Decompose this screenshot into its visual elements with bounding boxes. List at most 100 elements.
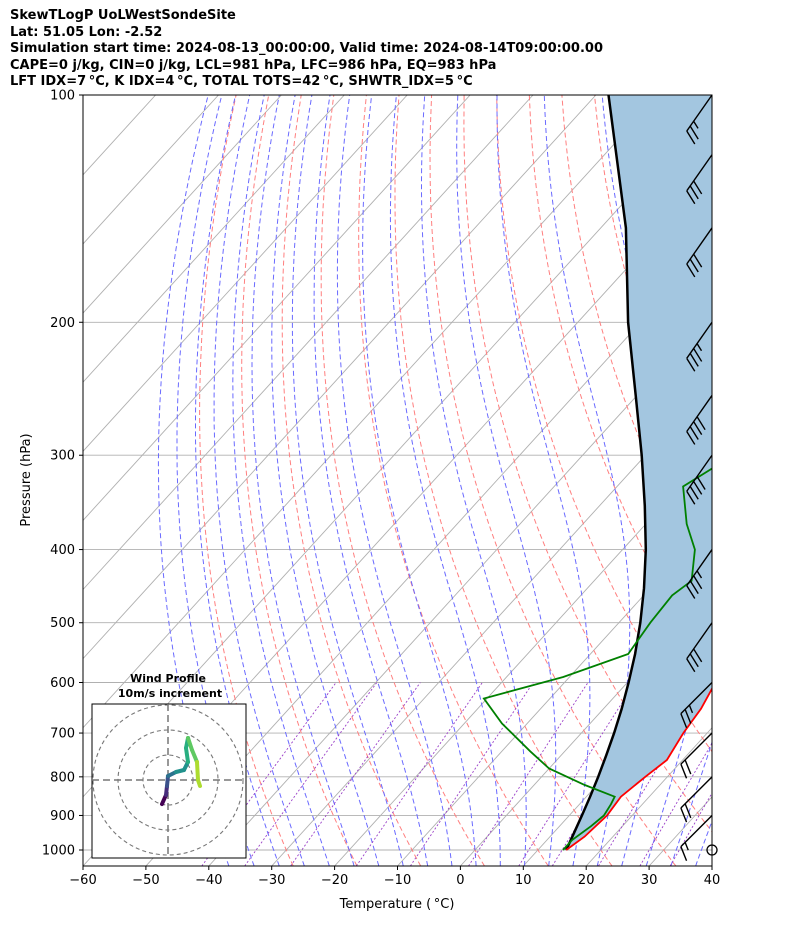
mixing-ratio-line (244, 682, 378, 866)
y-tick-label: 1000 (42, 844, 75, 859)
wind-barb-flag (693, 120, 699, 129)
mixing-ratio-line (355, 682, 483, 866)
moist-adiabat-line (336, 95, 453, 866)
mixing-ratio-line (201, 682, 337, 866)
wind-barb-flag (689, 485, 699, 500)
wind-barb-flag (686, 431, 696, 445)
y-tick-label: 600 (50, 676, 75, 691)
dry-adiabat-line (561, 95, 712, 588)
x-tick-label: 0 (456, 873, 464, 888)
moist-adiabat-line (291, 95, 404, 866)
parcel-profile-line (565, 95, 648, 851)
isotherm-line (83, 95, 471, 522)
isotherm-line (145, 243, 712, 866)
y-tick-label: 800 (50, 770, 75, 785)
y-tick-label: 100 (50, 89, 75, 104)
moist-adiabat-line (456, 95, 557, 866)
dewpoint-line (482, 467, 712, 851)
mixing-ratio-line (639, 742, 712, 866)
hodograph-segment (195, 760, 200, 782)
wind-barb-staff (680, 732, 713, 765)
wind-barb-staff (686, 454, 713, 492)
wind-barb-staff (686, 154, 713, 192)
dry-adiabat-line (358, 95, 549, 866)
isotherm-line (83, 95, 345, 383)
cape-cin-fill (566, 95, 712, 850)
wind-barbs (680, 94, 718, 861)
dry-adiabat-line (320, 95, 485, 866)
moist-adiabat-line (213, 95, 305, 866)
wind-barb-flag (684, 709, 692, 724)
wind-barb-staff (680, 814, 713, 848)
x-tick-label: 20 (578, 873, 595, 888)
wind-barb-flag (686, 658, 696, 673)
isotherm-line (83, 95, 408, 452)
wind-barb-staff (680, 776, 713, 809)
dry-adiabat-line (429, 95, 677, 866)
dry-adiabat-line (790, 95, 794, 866)
wind-barb-staff (686, 321, 713, 359)
x-tick-label: −30 (258, 873, 285, 888)
wind-barb-flag (680, 846, 688, 861)
dry-adiabat-line (241, 95, 358, 866)
wind-barb-flag (693, 481, 703, 495)
wind-barb-flag (684, 842, 689, 851)
dry-adiabat-line (725, 95, 794, 866)
header-location: Lat: 51.05 Lon: -2.52 (10, 24, 163, 40)
y-axis-label: Pressure (hPa) (19, 433, 34, 526)
hodograph-segment (186, 736, 194, 752)
wind-barb-flag (689, 580, 699, 594)
calm-wind-circle (706, 844, 718, 856)
moist-adiabat-line (251, 95, 355, 866)
x-tick-label: 40 (704, 873, 721, 888)
wind-barb-flag (693, 421, 703, 435)
wind-barb-flag (696, 476, 706, 490)
inset-subtitle: 10m/s increment (118, 687, 222, 700)
header-cape: CAPE=0 j/kg, CIN=0 j/kg, LCL=981 hPa, LF… (10, 57, 497, 73)
wind-profile-inset: Wind Profile 10m/s increment (91, 672, 247, 859)
x-axis-label: Temperature ( °C) (339, 897, 455, 912)
moist-adiabat-line (362, 95, 477, 866)
temperature-line (565, 686, 712, 851)
wind-barb-flag (693, 575, 703, 590)
moist-adiabat-line (313, 95, 429, 866)
wind-barb-flag (680, 807, 688, 823)
y-tick-label: 300 (50, 449, 75, 464)
profile-lines (482, 95, 712, 851)
wind-barb-flag (686, 357, 696, 372)
wind-barb-flag (686, 585, 696, 599)
wind-barb-flag (693, 648, 703, 663)
isotherm-line (83, 95, 219, 245)
dry-adiabat-line (463, 95, 712, 833)
isotherm-line (271, 381, 712, 866)
isotherm-line (83, 95, 597, 660)
wind-barb-staff (686, 395, 713, 432)
wind-barb-flag (693, 348, 703, 362)
wind-barb-flag (689, 426, 699, 440)
header-title: SkewTLogP UoLWestSondeSite (10, 8, 236, 23)
isotherm-line (208, 312, 712, 866)
wind-barb-flag (686, 130, 696, 145)
wind-barb-flag (689, 258, 699, 273)
header-times: Simulation start time: 2024-08-13_00:00:… (10, 41, 603, 56)
header-indices: LFT IDX=7 °C, K IDX=4 °C, TOTAL TOTS=42 … (10, 74, 473, 89)
x-tick-label: 10 (515, 873, 532, 888)
x-tick-label: −10 (384, 873, 411, 888)
wind-barb-flag (686, 490, 696, 505)
wind-barb-flag (680, 713, 688, 729)
dry-adiabat-line (757, 95, 794, 866)
axes: −60 −50 −40 −30 −20 −10 0 10 20 30 40 100 200 300 400 5… (42, 89, 720, 889)
isotherm-line (83, 95, 534, 591)
isotherm-line (83, 95, 660, 729)
wind-barb-staff (686, 549, 713, 587)
isotherm-line (397, 519, 712, 866)
wind-barb-flag (680, 763, 688, 779)
y-tick-label: 500 (50, 616, 75, 631)
wind-barb-flag (693, 253, 703, 268)
wind-barb-staff (680, 682, 713, 715)
mixing-ratio-line (518, 682, 636, 866)
wind-barb-staff (686, 227, 713, 265)
x-tick-label: −50 (132, 873, 159, 888)
wind-barb-staff (686, 622, 713, 660)
x-tick-label: −60 (69, 873, 96, 888)
